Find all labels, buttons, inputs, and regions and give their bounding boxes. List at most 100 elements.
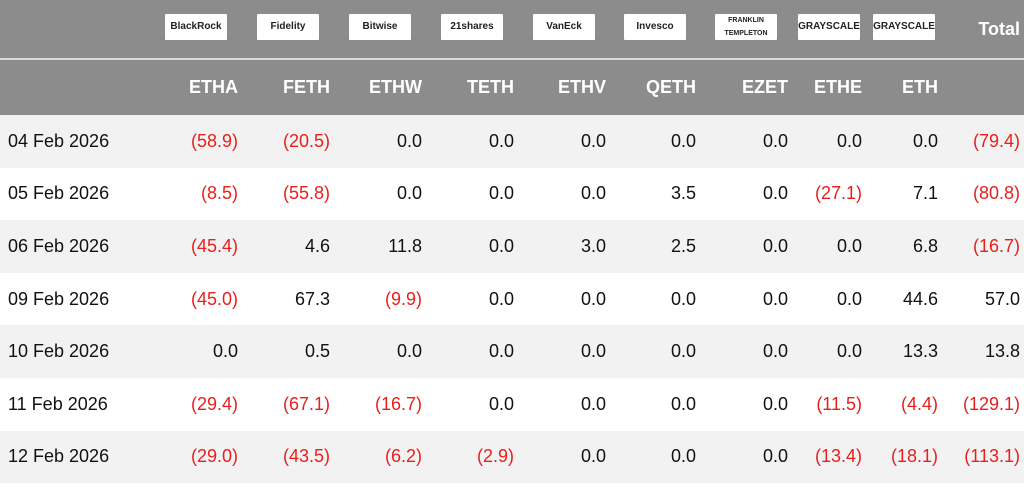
total-cell: (129.1) xyxy=(962,393,1020,414)
flow-cell: 11.8 xyxy=(334,220,426,273)
flow-cell: 0.0 xyxy=(866,115,942,168)
flow-cell: (29.4) xyxy=(190,393,238,414)
table-body: 04 Feb 2026 (58.9) (20.5) 0.0 0.0 0.0 0.0 0.0 0.… xyxy=(0,115,1024,484)
corner xyxy=(0,0,150,59)
flow-cell: 0.0 xyxy=(580,393,606,414)
flow-cell: 0.0 xyxy=(518,115,610,168)
flow-cell: 0.0 xyxy=(700,220,792,273)
logo-row: BlackRock Fidelity Bitwise 21shares VanEck In… xyxy=(0,0,1024,59)
ticker-header: ETH xyxy=(866,58,942,115)
date-cell: 10 Feb 2026 xyxy=(0,325,150,378)
flow-cell: (43.5) xyxy=(242,430,334,484)
brand-logo: Fidelity xyxy=(257,13,319,40)
flow-cell: 4.6 xyxy=(242,220,334,273)
flow-cell: (18.1) xyxy=(866,430,942,484)
flow-cell: (8.5) xyxy=(200,183,238,204)
flow-cell: (2.9) xyxy=(426,430,518,484)
flow-cell: 3.5 xyxy=(670,183,696,204)
flow-cell: 0.0 xyxy=(700,115,792,168)
ticker-header: EZET xyxy=(700,58,792,115)
flow-cell: 0.0 xyxy=(836,288,862,309)
flow-cell: 6.8 xyxy=(866,220,942,273)
flow-cell: 0.0 xyxy=(426,220,518,273)
ticker-header: ETHE xyxy=(792,58,866,115)
brand-logo: Invesco xyxy=(624,13,686,40)
flow-cell: 0.0 xyxy=(610,115,700,168)
data-row: 05 Feb 2026 (8.5) (55.8) 0.0 0.0 0.0 3.5 0.0 (27… xyxy=(0,168,1024,221)
flow-cell: (29.0) xyxy=(150,430,242,484)
data-row: 11 Feb 2026 (29.4) (67.1) (16.7) 0.0 0.0 0.0 0.… xyxy=(0,378,1024,431)
ticker-header: ETHA xyxy=(150,58,242,115)
flow-cell: 0.0 xyxy=(334,325,426,378)
logo-cell: GRAYSCALE xyxy=(866,0,942,59)
date-cell: 05 Feb 2026 xyxy=(8,183,110,204)
brand-logo: Bitwise xyxy=(349,13,411,40)
flow-cell: 0.0 xyxy=(488,288,514,309)
flow-cell: (6.2) xyxy=(334,430,426,484)
flow-cell: 0.0 xyxy=(792,220,866,273)
flow-cell: 0.0 xyxy=(396,183,422,204)
brand-logo: GRAYSCALE xyxy=(873,13,935,40)
flow-cell: 7.1 xyxy=(912,183,938,204)
total-cell: 57.0 xyxy=(984,288,1020,309)
brand-logo: FRANKLIN TEMPLETON xyxy=(715,13,777,40)
data-row: 09 Feb 2026 (45.0) 67.3 (9.9) 0.0 0.0 0.0 0.0 0.… xyxy=(0,273,1024,326)
flow-cell: 13.3 xyxy=(866,325,942,378)
flow-cell: 0.0 xyxy=(792,325,866,378)
logo-cell: GRAYSCALE xyxy=(792,0,866,59)
flow-cell: 0.0 xyxy=(488,183,514,204)
ticker-header: QETH xyxy=(610,58,700,115)
flow-cell: 0.0 xyxy=(518,430,610,484)
flow-cell: 67.3 xyxy=(294,288,330,309)
corner xyxy=(0,58,150,115)
data-row: 12 Feb 2026 (29.0) (43.5) (6.2) (2.9) 0.0 0.0 0… xyxy=(0,430,1024,484)
flow-cell: (20.5) xyxy=(242,115,334,168)
flow-cell: 0.0 xyxy=(334,115,426,168)
flow-cell: 0.0 xyxy=(580,288,606,309)
flow-cell: 0.0 xyxy=(610,430,700,484)
date-cell: 04 Feb 2026 xyxy=(0,115,150,168)
logo-cell: Bitwise xyxy=(334,0,426,59)
ticker-row: ETHA FETH ETHW TETH ETHV QETH EZET ETHE ETH xyxy=(0,58,1024,115)
total-cell: (79.4) xyxy=(942,115,1024,168)
flow-cell: 0.0 xyxy=(150,325,242,378)
data-row: 04 Feb 2026 (58.9) (20.5) 0.0 0.0 0.0 0.0 0.0 0.… xyxy=(0,115,1024,168)
logo-cell: 21shares xyxy=(426,0,518,59)
total-spacer xyxy=(942,58,1024,115)
brand-logo: 21shares xyxy=(441,13,503,40)
total-cell: (80.8) xyxy=(972,183,1020,204)
flow-cell: (27.1) xyxy=(814,183,862,204)
ticker-header: ETHV xyxy=(518,58,610,115)
logo-cell: Invesco xyxy=(610,0,700,59)
flow-cell: (16.7) xyxy=(374,393,422,414)
brand-logo: BlackRock xyxy=(165,13,227,40)
flow-cell: (13.4) xyxy=(792,430,866,484)
date-cell: 06 Feb 2026 xyxy=(0,220,150,273)
flow-cell: 0.0 xyxy=(426,325,518,378)
brand-logo: VanEck xyxy=(533,13,595,40)
flow-cell: 0.0 xyxy=(610,325,700,378)
flow-cell: (45.0) xyxy=(190,288,238,309)
flow-cell: 0.0 xyxy=(426,115,518,168)
ticker-header: FETH xyxy=(242,58,334,115)
flow-cell: 0.0 xyxy=(762,288,788,309)
flow-cell: (11.5) xyxy=(816,393,862,414)
flow-cell: (58.9) xyxy=(150,115,242,168)
total-header: Total xyxy=(942,0,1024,59)
flow-cell: 0.0 xyxy=(518,325,610,378)
logo-cell: VanEck xyxy=(518,0,610,59)
flow-cell: 0.0 xyxy=(700,430,792,484)
ticker-header: TETH xyxy=(426,58,518,115)
total-cell: 13.8 xyxy=(942,325,1024,378)
flow-cell: (4.4) xyxy=(900,393,938,414)
ticker-header: ETHW xyxy=(334,58,426,115)
data-row: 10 Feb 2026 0.0 0.5 0.0 0.0 0.0 0.0 0.0 0.0 13.3 1… xyxy=(0,325,1024,378)
date-cell: 12 Feb 2026 xyxy=(0,430,150,484)
flow-cell: 0.0 xyxy=(670,393,696,414)
flow-cell: 3.0 xyxy=(518,220,610,273)
flow-cell: 0.0 xyxy=(580,183,606,204)
flow-cell: (45.4) xyxy=(150,220,242,273)
flow-cell: 0.0 xyxy=(670,288,696,309)
